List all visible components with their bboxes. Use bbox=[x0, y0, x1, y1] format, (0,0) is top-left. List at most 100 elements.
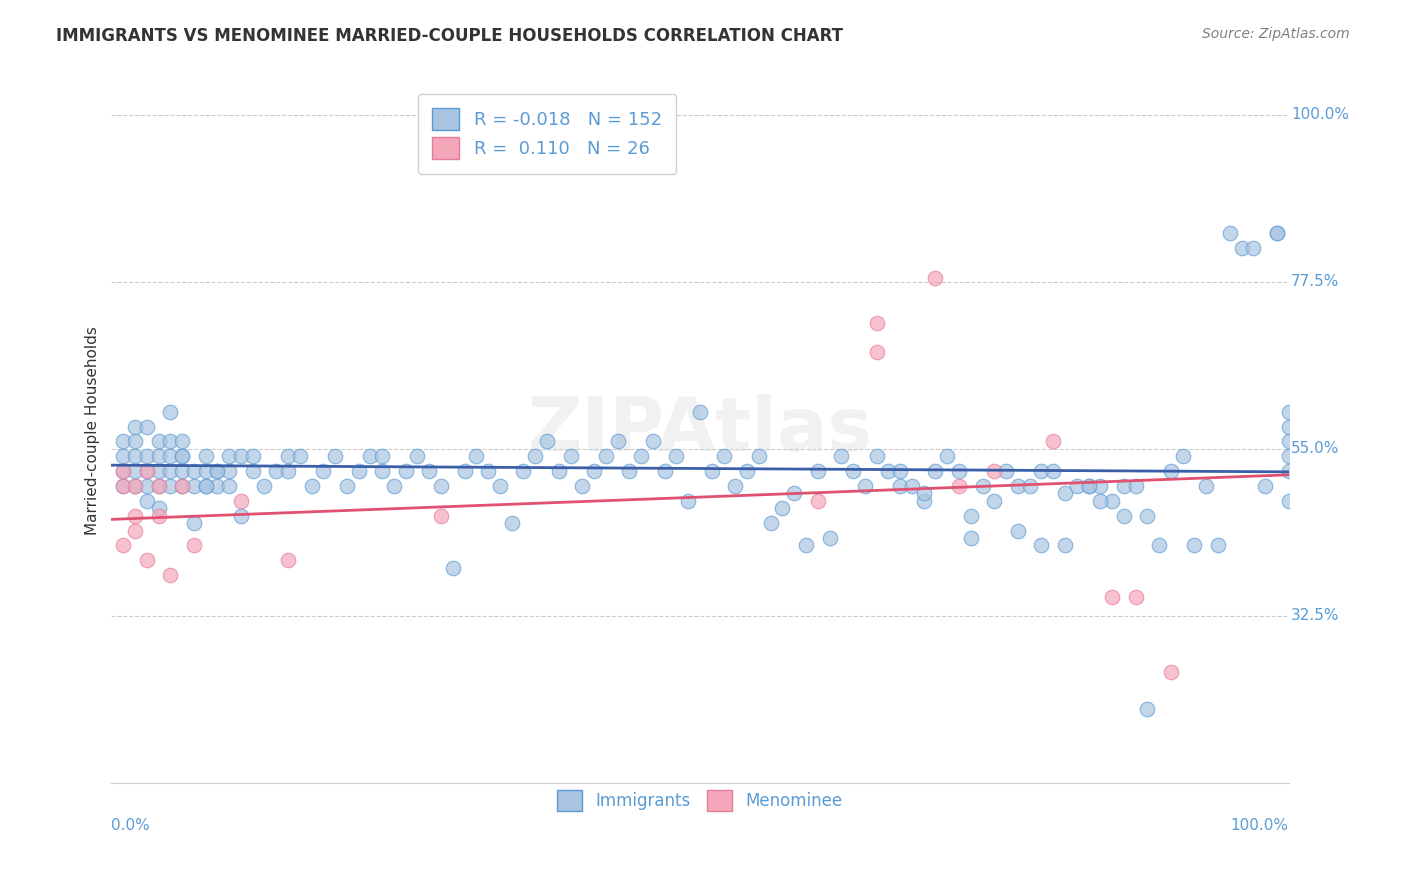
Point bbox=[524, 449, 547, 463]
Point bbox=[135, 493, 157, 508]
Point bbox=[148, 508, 170, 523]
Point bbox=[124, 524, 146, 538]
Point bbox=[194, 449, 217, 463]
Point bbox=[194, 464, 217, 478]
Point bbox=[148, 434, 170, 449]
Point bbox=[336, 479, 359, 493]
Point bbox=[430, 508, 453, 523]
Point bbox=[1018, 479, 1040, 493]
Point bbox=[606, 434, 628, 449]
Point bbox=[148, 479, 170, 493]
Point bbox=[112, 434, 135, 449]
Point bbox=[277, 464, 299, 478]
Point bbox=[170, 479, 193, 493]
Point bbox=[936, 449, 959, 463]
Point bbox=[547, 464, 569, 478]
Point bbox=[301, 479, 323, 493]
Point bbox=[912, 486, 935, 500]
Point bbox=[207, 464, 229, 478]
Point bbox=[959, 531, 981, 545]
Point bbox=[194, 479, 217, 493]
Point bbox=[1265, 227, 1288, 241]
Point bbox=[1090, 493, 1112, 508]
Point bbox=[1278, 449, 1301, 463]
Point bbox=[901, 479, 924, 493]
Point bbox=[948, 464, 970, 478]
Point bbox=[159, 479, 181, 493]
Point bbox=[560, 449, 582, 463]
Point bbox=[924, 464, 946, 478]
Point bbox=[112, 464, 135, 478]
Point bbox=[619, 464, 641, 478]
Point bbox=[124, 419, 146, 434]
Point bbox=[229, 493, 252, 508]
Point bbox=[1053, 538, 1076, 552]
Point bbox=[218, 449, 240, 463]
Point bbox=[501, 516, 523, 530]
Point bbox=[135, 553, 157, 567]
Point bbox=[1160, 665, 1182, 679]
Point bbox=[641, 434, 664, 449]
Point bbox=[1031, 464, 1053, 478]
Point bbox=[148, 464, 170, 478]
Point bbox=[183, 516, 205, 530]
Text: IMMIGRANTS VS MENOMINEE MARRIED-COUPLE HOUSEHOLDS CORRELATION CHART: IMMIGRANTS VS MENOMINEE MARRIED-COUPLE H… bbox=[56, 27, 844, 45]
Point bbox=[654, 464, 676, 478]
Point bbox=[170, 479, 193, 493]
Point bbox=[912, 493, 935, 508]
Point bbox=[430, 479, 453, 493]
Point bbox=[148, 449, 170, 463]
Point bbox=[1125, 591, 1147, 605]
Point bbox=[865, 449, 887, 463]
Point bbox=[183, 464, 205, 478]
Point bbox=[1206, 538, 1229, 552]
Text: 0.0%: 0.0% bbox=[111, 818, 150, 833]
Point bbox=[830, 449, 852, 463]
Point bbox=[959, 508, 981, 523]
Point bbox=[159, 434, 181, 449]
Point bbox=[1241, 241, 1264, 255]
Text: ZIPAtlas: ZIPAtlas bbox=[527, 393, 873, 467]
Point bbox=[183, 538, 205, 552]
Point bbox=[323, 449, 346, 463]
Point bbox=[1053, 486, 1076, 500]
Point bbox=[865, 345, 887, 359]
Point bbox=[112, 449, 135, 463]
Point bbox=[759, 516, 782, 530]
Point bbox=[1136, 702, 1159, 716]
Point bbox=[1101, 591, 1123, 605]
Point bbox=[770, 501, 793, 516]
Point bbox=[242, 449, 264, 463]
Point bbox=[229, 449, 252, 463]
Point bbox=[489, 479, 512, 493]
Point bbox=[1136, 508, 1159, 523]
Point bbox=[465, 449, 488, 463]
Point bbox=[1230, 241, 1253, 255]
Point bbox=[229, 508, 252, 523]
Point bbox=[972, 479, 994, 493]
Point bbox=[678, 493, 700, 508]
Point bbox=[1254, 479, 1277, 493]
Point bbox=[818, 531, 841, 545]
Point bbox=[477, 464, 499, 478]
Point bbox=[1112, 508, 1135, 523]
Point bbox=[1265, 227, 1288, 241]
Point bbox=[713, 449, 735, 463]
Point bbox=[853, 479, 876, 493]
Point bbox=[1077, 479, 1099, 493]
Point bbox=[1278, 493, 1301, 508]
Point bbox=[453, 464, 475, 478]
Point bbox=[170, 434, 193, 449]
Point bbox=[135, 449, 157, 463]
Text: 77.5%: 77.5% bbox=[1291, 274, 1340, 289]
Legend: Immigrants, Menominee: Immigrants, Menominee bbox=[544, 777, 856, 824]
Point bbox=[1077, 479, 1099, 493]
Point bbox=[1112, 479, 1135, 493]
Point bbox=[112, 479, 135, 493]
Point bbox=[371, 449, 394, 463]
Point bbox=[347, 464, 370, 478]
Point bbox=[277, 553, 299, 567]
Point bbox=[948, 479, 970, 493]
Point bbox=[807, 493, 830, 508]
Point bbox=[264, 464, 287, 478]
